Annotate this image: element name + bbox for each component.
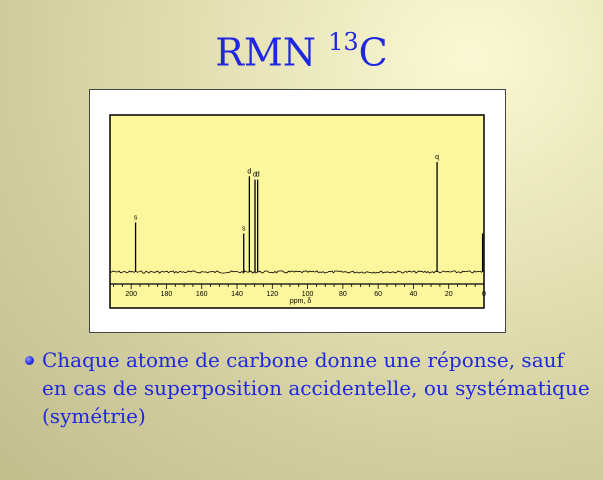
bullet-list: Chaque atome de carbone donne une répons…	[22, 346, 592, 430]
x-tick-label: 100	[302, 291, 314, 298]
peak-layer: ssd ddq	[134, 154, 484, 272]
x-tick-label: 120	[266, 291, 278, 298]
x-tick-label: 140	[231, 291, 243, 298]
spectrum-baseline	[109, 270, 483, 274]
title-element: C	[358, 30, 388, 75]
plot-area	[109, 114, 485, 309]
slide-title: RMN 13C	[0, 20, 603, 77]
peak-multiplicity-label: d	[256, 172, 260, 179]
x-tick-label: 80	[339, 291, 347, 298]
peak-multiplicity-label: d	[253, 172, 257, 179]
peak-multiplicity-label: s	[134, 215, 138, 222]
x-tick-label: 40	[410, 291, 418, 298]
bullet-text: Chaque atome de carbone donne une répons…	[42, 348, 590, 428]
peak-multiplicity-label: s	[242, 226, 246, 233]
title-main: RMN	[215, 30, 329, 75]
x-tick-label: 200	[125, 291, 137, 298]
baseline-layer	[109, 270, 483, 274]
peak-multiplicity-label: d	[247, 168, 251, 175]
x-tick-label: 0	[482, 291, 486, 298]
x-tick-label: 20	[445, 291, 453, 298]
title-superscript: 13	[328, 28, 359, 56]
bullet-dot-icon	[25, 356, 34, 365]
x-axis-label: ppm, δ	[290, 298, 312, 305]
x-tick-label: 180	[161, 291, 173, 298]
bullet-item: Chaque atome de carbone donne une répons…	[22, 346, 592, 430]
x-tick-label: 160	[196, 291, 208, 298]
peak-multiplicity-label: q	[435, 154, 439, 161]
x-tick-label: 60	[374, 291, 382, 298]
